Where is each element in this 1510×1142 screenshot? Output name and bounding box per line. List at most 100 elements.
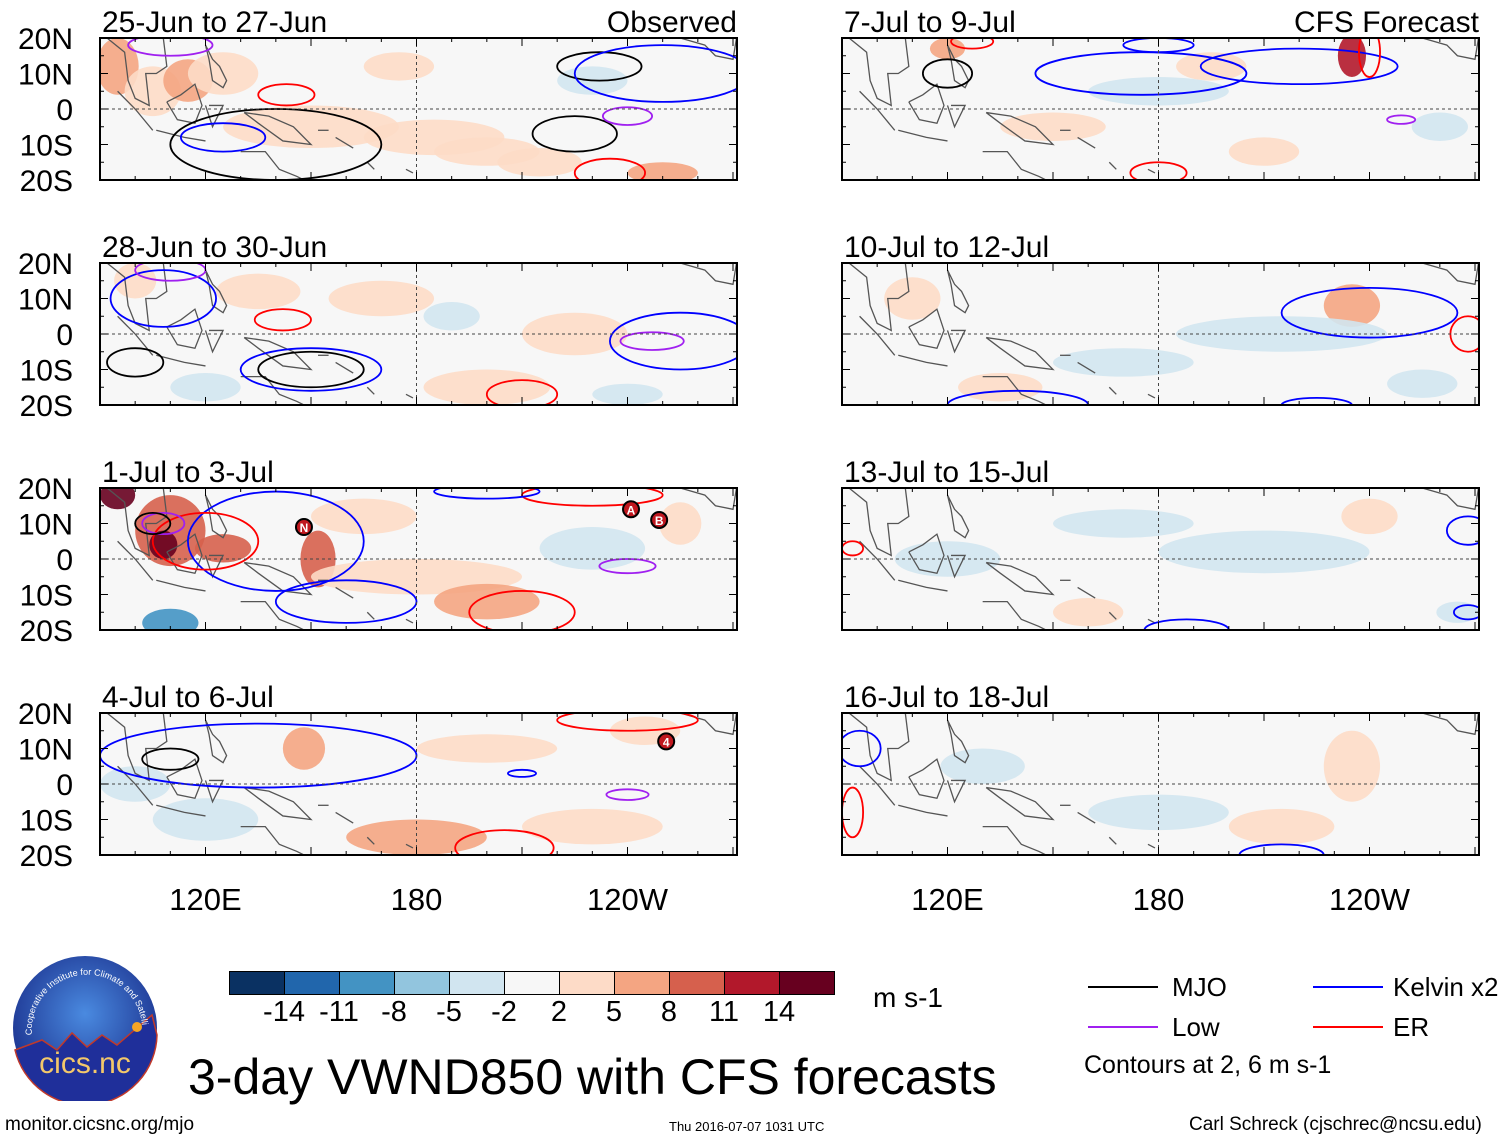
colorbar-label: -11 bbox=[319, 996, 359, 1028]
contour-mjo bbox=[531, 115, 618, 153]
colorbar-label: 11 bbox=[708, 996, 740, 1028]
map-panel: 7-Jul to 9-Jul CFS Forecast bbox=[841, 6, 1480, 181]
map-panels: 25-Jun to 27-Jun Observed20N10N010S20S7-J… bbox=[18, 6, 1480, 917]
colorbar-label: 2 bbox=[550, 996, 568, 1028]
coastline bbox=[1422, 713, 1479, 736]
map-panel: 16-Jul to 18-Jul bbox=[841, 681, 1480, 856]
coastline bbox=[1077, 811, 1096, 824]
coastline bbox=[335, 586, 354, 599]
contour-mjo bbox=[106, 347, 165, 378]
coastline bbox=[848, 713, 910, 782]
coastline bbox=[859, 315, 896, 356]
panel-title: 13-Jul to 15-Jul bbox=[844, 456, 1049, 489]
contour-kelvin bbox=[1445, 515, 1479, 546]
coastline bbox=[908, 758, 945, 799]
coastline bbox=[1422, 263, 1479, 286]
anomaly-region bbox=[894, 541, 1001, 577]
coastline bbox=[243, 786, 313, 821]
coastline bbox=[1108, 386, 1117, 395]
anomaly-region bbox=[1176, 52, 1247, 81]
anomaly-region bbox=[522, 808, 663, 845]
coastline bbox=[106, 263, 168, 332]
lat-label: 10N bbox=[18, 59, 73, 92]
colorbar-swatch bbox=[670, 972, 725, 994]
lon-label: 120E bbox=[169, 882, 241, 917]
coastline bbox=[405, 843, 414, 849]
colorbar-swatch bbox=[340, 972, 395, 994]
anomaly-region bbox=[940, 748, 1025, 784]
anomaly-region bbox=[1228, 137, 1300, 166]
map-panel: 28-Jun to 30-Jun bbox=[99, 231, 738, 406]
coastline bbox=[243, 561, 313, 596]
contour-mjo bbox=[257, 350, 365, 389]
lon-label: 180 bbox=[391, 882, 443, 917]
anomaly-region bbox=[1228, 808, 1335, 845]
legend-mjo: MJO bbox=[1172, 972, 1227, 1002]
footer-url[interactable]: monitor.cicsnc.org/mjo bbox=[5, 1114, 195, 1135]
anomaly-region bbox=[539, 527, 646, 570]
colorbar bbox=[229, 971, 835, 995]
contour-er bbox=[573, 157, 646, 180]
coastline bbox=[243, 336, 313, 371]
coastline bbox=[985, 111, 1055, 146]
anomaly-region bbox=[1053, 598, 1124, 627]
storm-marker: 4 bbox=[657, 732, 676, 751]
contour-kelvin bbox=[1199, 47, 1399, 86]
anomaly-region bbox=[1053, 509, 1194, 538]
coastline bbox=[946, 104, 967, 129]
coastline bbox=[166, 308, 203, 349]
coastline bbox=[859, 765, 896, 806]
coastline bbox=[106, 38, 168, 107]
lat-label: 0 bbox=[56, 544, 73, 577]
colorbar-label: -2 bbox=[491, 996, 517, 1028]
storm-label: B bbox=[655, 514, 664, 528]
anomaly-region bbox=[423, 302, 480, 331]
colorbar-swatch bbox=[780, 972, 834, 994]
storm-label: N bbox=[300, 521, 309, 535]
anomaly-region bbox=[1000, 112, 1106, 141]
coastline bbox=[946, 329, 967, 354]
panel-tag: CFS Forecast bbox=[1294, 6, 1480, 39]
lon-label: 120W bbox=[1329, 882, 1411, 917]
contour-er bbox=[485, 379, 559, 405]
panel-title: 28-Jun to 30-Jun bbox=[102, 231, 327, 264]
colorbar-label: -5 bbox=[436, 996, 462, 1028]
coastline bbox=[1147, 843, 1156, 849]
anomaly-region bbox=[1411, 112, 1468, 141]
coastline bbox=[156, 129, 206, 142]
lat-label: 10N bbox=[18, 734, 73, 767]
coastline bbox=[335, 811, 354, 824]
legend-er: ER bbox=[1393, 1012, 1430, 1042]
contour-kelvin bbox=[274, 579, 418, 624]
coastline bbox=[240, 600, 305, 630]
lat-label: 20S bbox=[20, 165, 73, 198]
anomaly-region bbox=[1436, 601, 1479, 623]
coastline bbox=[204, 554, 225, 579]
coastline bbox=[1147, 168, 1156, 174]
panel-title: 10-Jul to 12-Jul bbox=[844, 231, 1049, 264]
legend-line-low bbox=[1088, 1026, 1158, 1028]
contour-er bbox=[257, 83, 316, 107]
anomaly-region bbox=[170, 373, 241, 402]
colorbar-swatch bbox=[725, 972, 780, 994]
lon-label: 120W bbox=[587, 882, 669, 917]
storm-marker: N bbox=[294, 518, 313, 537]
coastline bbox=[335, 361, 354, 374]
contour-er bbox=[253, 308, 312, 332]
contour-er bbox=[1129, 161, 1188, 180]
colorbar-swatch bbox=[615, 972, 670, 994]
coastline bbox=[1147, 393, 1156, 399]
coastline bbox=[405, 618, 414, 624]
legend-line-er bbox=[1313, 1026, 1383, 1028]
coastline bbox=[859, 540, 896, 581]
coastline bbox=[156, 579, 206, 592]
anomaly-region bbox=[434, 583, 540, 620]
contour-kelvin bbox=[609, 311, 737, 371]
cics-logo: Cooperative Institute for Climate and Sa… bbox=[12, 955, 158, 1101]
legend-line-mjo bbox=[1088, 986, 1158, 988]
colorbar-swatch bbox=[285, 972, 340, 994]
contour-er bbox=[468, 590, 576, 630]
coastline bbox=[240, 825, 305, 855]
coastline bbox=[848, 263, 910, 332]
coastline bbox=[1108, 836, 1117, 845]
